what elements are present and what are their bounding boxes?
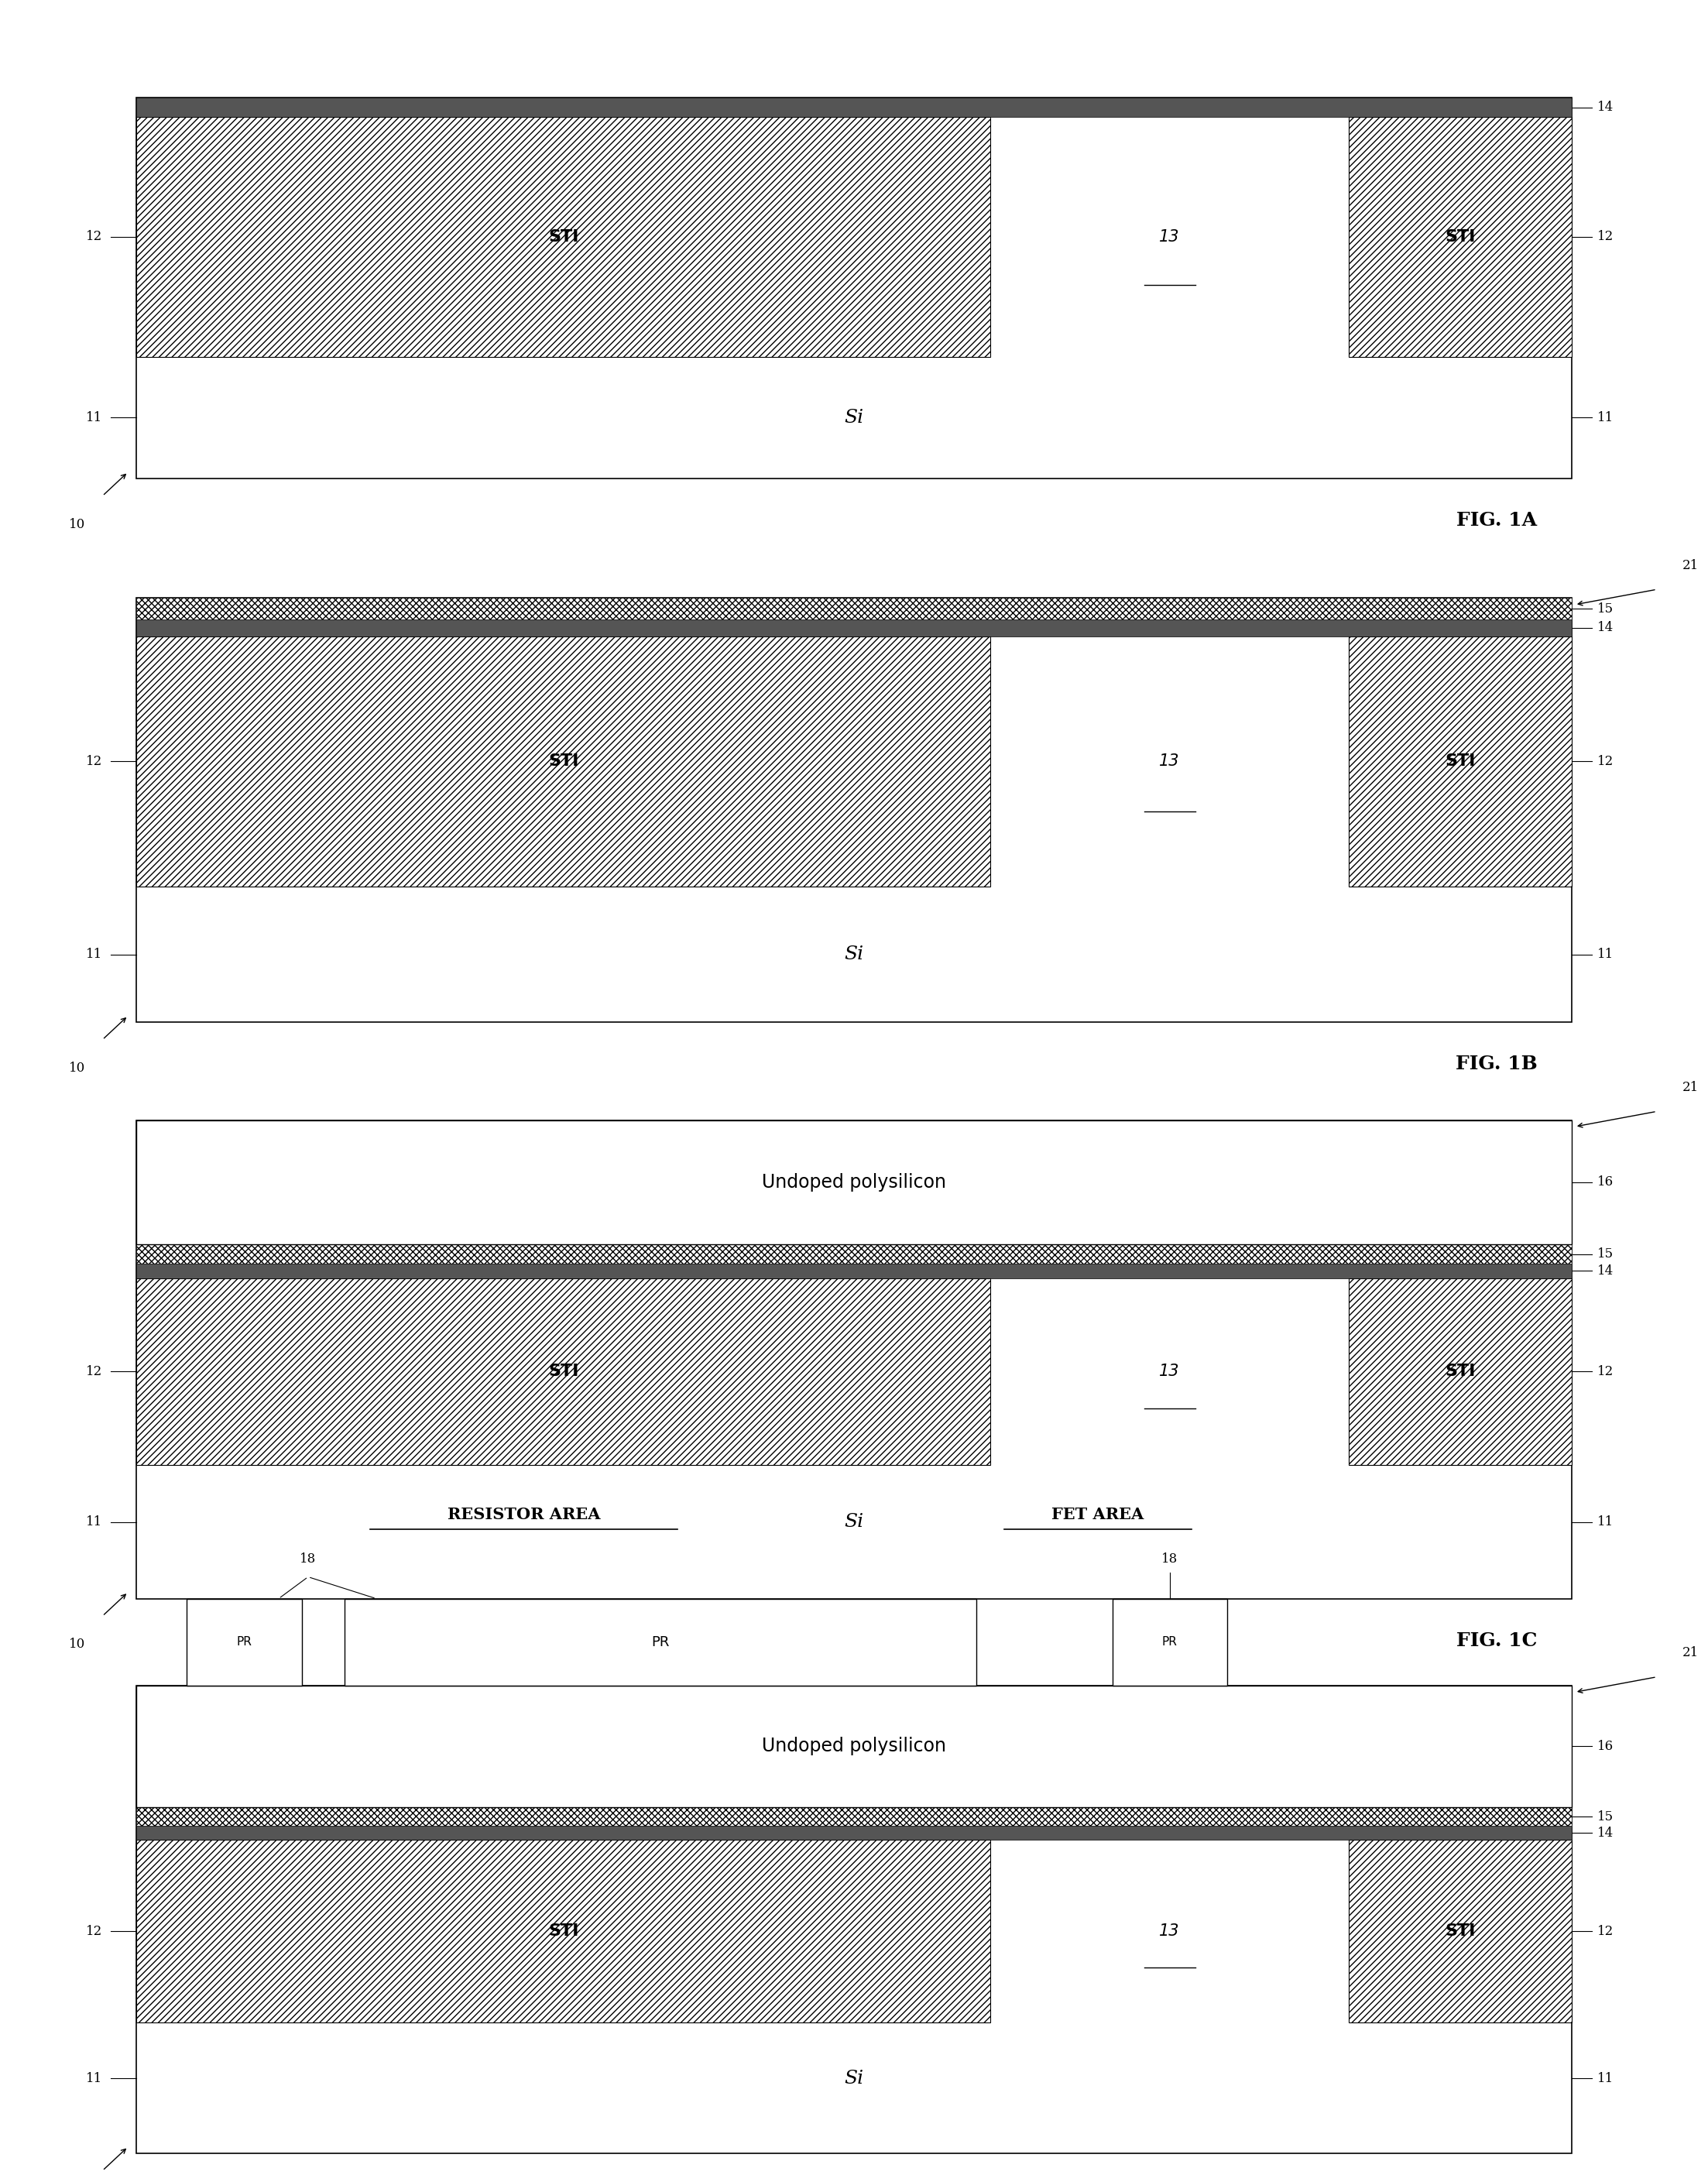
- Bar: [137, 1264, 1571, 1279]
- Text: 10: 10: [68, 1061, 85, 1074]
- Bar: [1349, 117, 1571, 357]
- Bar: [137, 1686, 1571, 1807]
- Text: Undoped polysilicon: Undoped polysilicon: [762, 1172, 946, 1192]
- Text: 11: 11: [85, 948, 102, 961]
- Text: PR: PR: [651, 1636, 670, 1649]
- Text: Si: Si: [844, 1514, 864, 1531]
- Bar: [137, 1120, 1571, 1599]
- Text: STI: STI: [1445, 228, 1476, 244]
- Text: 11: 11: [1597, 948, 1614, 961]
- Text: FIG. 1C: FIG. 1C: [1457, 1631, 1537, 1651]
- Bar: [137, 598, 1571, 620]
- Text: 11: 11: [1597, 1516, 1614, 1529]
- Text: 13: 13: [1160, 1923, 1180, 1938]
- Text: STI: STI: [548, 228, 579, 244]
- Text: 10: 10: [68, 518, 85, 531]
- Text: 12: 12: [85, 1364, 102, 1379]
- Text: Si: Si: [844, 2071, 864, 2088]
- Text: 11: 11: [1597, 2073, 1614, 2086]
- Text: 21: 21: [1682, 1646, 1699, 1660]
- Text: Undoped polysilicon: Undoped polysilicon: [762, 1738, 946, 1755]
- Bar: [137, 637, 991, 887]
- Text: 10: 10: [68, 1638, 85, 1651]
- Text: 12: 12: [85, 1925, 102, 1938]
- Bar: [137, 1807, 1571, 1825]
- Text: 11: 11: [1597, 411, 1614, 424]
- Text: FIG. 1B: FIG. 1B: [1455, 1055, 1537, 1074]
- Text: 11: 11: [85, 2073, 102, 2086]
- Text: 21: 21: [1682, 1081, 1699, 1094]
- Text: 16: 16: [1597, 1740, 1614, 1753]
- Text: 15: 15: [1597, 602, 1614, 616]
- Text: 15: 15: [1597, 1810, 1614, 1823]
- Text: STI: STI: [1445, 1364, 1476, 1379]
- Text: 12: 12: [1597, 1364, 1614, 1379]
- Bar: [137, 1840, 991, 2023]
- Bar: [1349, 1840, 1571, 2023]
- Text: 16: 16: [1597, 1177, 1614, 1190]
- Bar: [1349, 1279, 1571, 1464]
- Bar: [137, 620, 1571, 637]
- Text: 18: 18: [1161, 1553, 1179, 1566]
- Bar: [137, 1279, 991, 1464]
- Text: 14: 14: [1597, 1827, 1614, 1840]
- Text: 15: 15: [1597, 1248, 1614, 1262]
- Text: 11: 11: [85, 1516, 102, 1529]
- Text: 12: 12: [1597, 1925, 1614, 1938]
- Text: 11: 11: [85, 411, 102, 424]
- Text: 13: 13: [1160, 1364, 1180, 1379]
- Bar: [137, 98, 1571, 478]
- Bar: [1112, 1599, 1226, 1686]
- Bar: [137, 598, 1571, 1022]
- Text: 18: 18: [301, 1553, 316, 1566]
- Text: STI: STI: [548, 755, 579, 770]
- Text: 12: 12: [85, 755, 102, 768]
- Bar: [137, 117, 991, 357]
- Bar: [137, 1120, 1571, 1244]
- Text: STI: STI: [548, 1364, 579, 1379]
- Text: 21: 21: [1682, 559, 1699, 572]
- Bar: [137, 1825, 1571, 1840]
- Text: 13: 13: [1160, 228, 1180, 244]
- Bar: [345, 1599, 975, 1686]
- Text: Si: Si: [844, 946, 864, 964]
- Text: STI: STI: [1445, 1923, 1476, 1938]
- Text: STI: STI: [548, 1923, 579, 1938]
- Bar: [186, 1599, 302, 1686]
- Text: 14: 14: [1597, 100, 1614, 113]
- Bar: [137, 1686, 1571, 2153]
- Text: RESISTOR AREA: RESISTOR AREA: [447, 1507, 601, 1522]
- Text: Si: Si: [844, 409, 864, 426]
- Text: PR: PR: [236, 1636, 253, 1649]
- Text: 14: 14: [1597, 622, 1614, 635]
- Text: FIG. 1A: FIG. 1A: [1457, 511, 1537, 531]
- Text: 14: 14: [1597, 1264, 1614, 1277]
- Text: STI: STI: [1445, 755, 1476, 770]
- Text: 12: 12: [1597, 231, 1614, 244]
- Text: FET AREA: FET AREA: [1052, 1507, 1144, 1522]
- Bar: [137, 1244, 1571, 1264]
- Bar: [137, 98, 1571, 117]
- Text: 12: 12: [85, 231, 102, 244]
- Text: PR: PR: [1161, 1636, 1177, 1649]
- Text: 12: 12: [1597, 755, 1614, 768]
- Bar: [1349, 637, 1571, 887]
- Text: 13: 13: [1160, 755, 1180, 770]
